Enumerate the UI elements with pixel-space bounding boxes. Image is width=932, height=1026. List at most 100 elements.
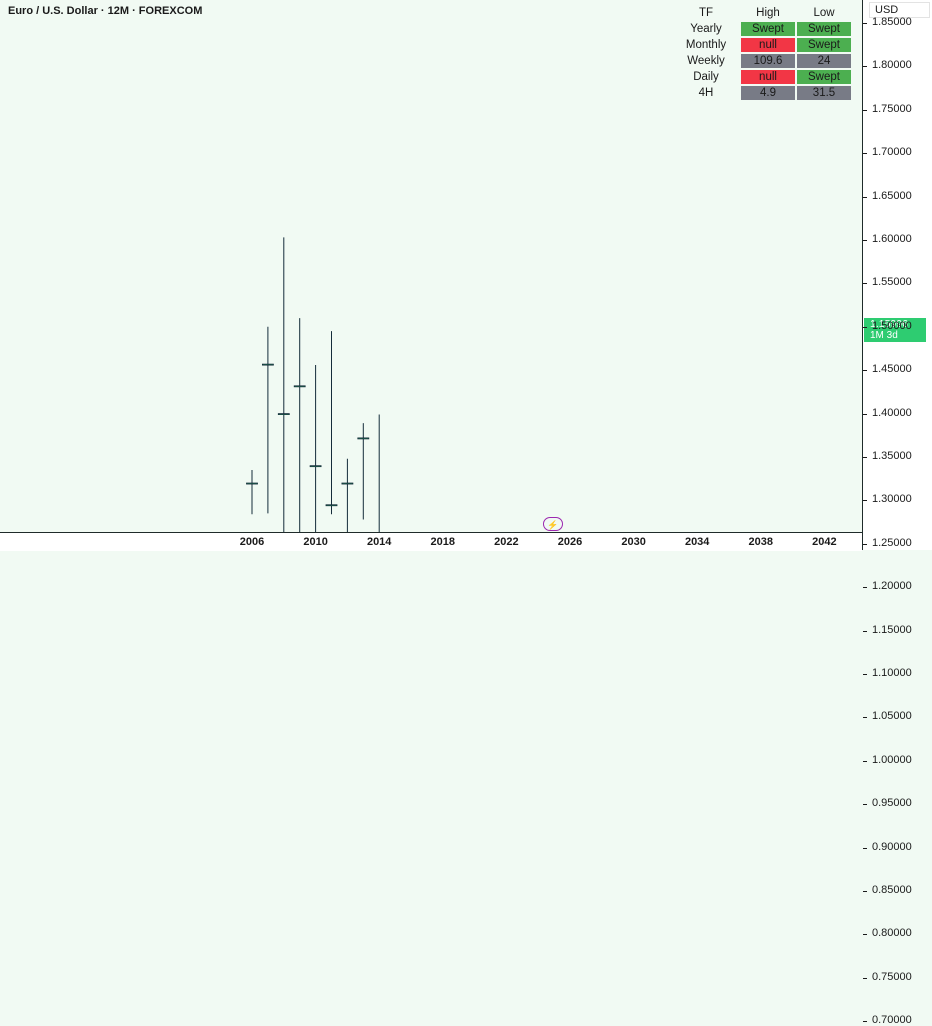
price-tick-mark [863,847,867,849]
price-tick-mark [863,934,867,936]
price-tick-label: 1.70000 [872,146,912,159]
high-header: High [756,7,780,19]
tf-high-cell: Swept [741,22,795,36]
price-tick-label: 1.50000 [872,319,912,332]
candle-body [261,363,274,366]
price-tick-label: 1.05000 [872,710,912,723]
price-tick-label: 0.80000 [872,927,912,940]
year-label: 2022 [494,536,519,548]
price-tick-mark [863,153,867,155]
tf-row-label: 4H [698,87,714,99]
price-tick-label: 1.10000 [872,667,912,679]
price-tick-mark [863,370,867,372]
price-tick-label: 1.65000 [872,189,912,202]
candle-2009 [293,318,306,532]
candle-body [309,465,322,468]
candle-2006 [246,470,258,515]
price-tick-mark [863,457,867,458]
tf-high-cell: null [741,38,795,52]
price-tick-mark [863,240,867,241]
price-tick-label: 0.75000 [872,970,912,983]
candle-2008 [277,237,290,532]
candle-body [325,504,338,507]
price-tick-label: 1.80000 [872,59,912,72]
lightning-icon[interactable]: ⚡ [543,517,563,531]
price-tick-mark [863,109,867,111]
last-price-label: 1.15996 1M 3d [864,318,926,342]
price-tick-label: 1.55000 [872,276,912,289]
tf-high-cell: 109.6 [741,54,795,68]
price-tick-mark [863,804,867,806]
chart-title: Euro / U.S. Dollar · 12M · FOREXCOM [8,5,203,17]
low-header: Low [813,7,835,19]
tf-high-cell: 4.9 [741,86,795,100]
price-tick-mark [863,891,867,892]
year-label: 2042 [812,536,837,548]
price-tick-label: 0.90000 [872,840,912,853]
price-tick-mark [863,283,867,285]
last-price-value: 1.15996 [870,318,908,330]
price-tick-mark [863,760,867,762]
price-tick-mark [863,674,867,675]
price-tick-mark [863,977,867,979]
year-label: 2034 [684,536,710,548]
candle-2013 [357,423,370,520]
tf-low-cell: Swept [797,70,851,84]
price-tick-mark [863,66,867,68]
price-tick-label: 1.35000 [872,450,912,462]
price-tick-label: 0.95000 [872,797,912,810]
chart-area[interactable]: Euro / U.S. Dollar · 12M · FOREXCOM TF H… [0,0,862,532]
candle-body [293,385,306,388]
year-label: 2018 [430,536,456,548]
price-tick-label: 1.30000 [872,493,912,506]
price-tick-label: 0.70000 [872,1014,912,1026]
candle-body [357,437,370,440]
candle-2010 [309,364,322,532]
price-tick-label: 1.75000 [872,102,912,115]
price-tick-mark [863,630,867,632]
price-tick-label: 1.85000 [872,16,912,28]
price-tick-mark [863,543,867,545]
candle-body [246,482,258,485]
price-tick-label: 1.00000 [872,753,912,766]
candle-2012 [341,458,354,532]
year-label: 2026 [557,536,583,548]
tf-row-label: Daily [693,71,719,83]
candle-2014 [378,414,380,532]
tf-low-cell: 31.5 [797,86,851,100]
tf-row-label: Monthly [685,39,727,51]
candle-2007 [261,326,274,514]
year-label: 2038 [748,536,774,548]
currency-selector[interactable]: USD [869,2,930,18]
candle-2011 [325,331,338,515]
tf-low-cell: 24 [797,54,851,68]
price-tick-mark [863,196,867,198]
price-tick-mark [863,717,867,719]
year-label: 2030 [621,536,646,548]
year-label: 2014 [366,536,392,548]
price-tick-label: 1.60000 [872,233,912,245]
tf-high-cell: null [741,70,795,84]
price-tick-label: 1.40000 [872,406,912,419]
price-tick-mark [863,1021,867,1023]
tf-row-label: Weekly [687,55,725,67]
candle-body [341,482,354,485]
time-axis[interactable]: 2006 2010 2014 2018 2022 2026 2030 2034 2038 2042 [0,532,862,551]
price-tick-mark [863,23,867,24]
price-tick-mark [863,413,867,415]
tf-low-cell: Swept [797,38,851,52]
candlestick-chart [246,237,380,532]
price-tick-mark [863,326,867,328]
year-label: 2006 [239,536,265,548]
price-axis[interactable]: USD 1.15996 1M 3d 1.85000 1.80000 1.75000 1… [862,0,932,1026]
price-tick-mark [863,500,867,502]
price-tick-mark [863,587,867,589]
price-tick-label: 0.85000 [872,884,912,896]
bar-countdown: 1M 3d [870,330,898,341]
candle-body [277,413,290,416]
price-tick-label: 1.25000 [872,536,912,549]
tf-low-cell: Swept [797,22,851,36]
year-label: 2010 [303,536,328,548]
price-tick-label: 1.20000 [872,580,912,593]
tf-row-label: Yearly [690,23,722,35]
